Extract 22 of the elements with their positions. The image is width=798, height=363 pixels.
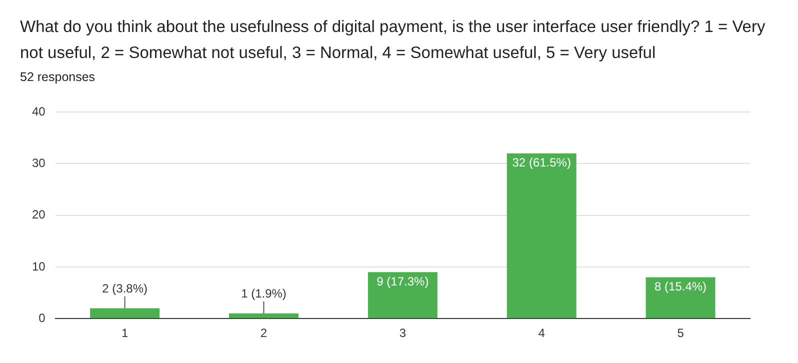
x-tick-label: 1	[121, 326, 128, 340]
x-tick-label: 3	[399, 326, 406, 340]
data-label: 32 (61.5%)	[512, 156, 571, 170]
x-tick-label: 5	[677, 326, 684, 340]
y-tick-label: 0	[38, 310, 46, 325]
bar	[368, 272, 438, 318]
bar	[646, 277, 716, 318]
y-tick-label: 40	[32, 104, 46, 118]
bar	[90, 308, 160, 318]
y-tick-label: 10	[32, 259, 46, 274]
data-label: 8 (15.4%)	[654, 280, 707, 294]
bar	[229, 313, 298, 318]
bar	[506, 153, 576, 318]
y-tick-label: 20	[32, 208, 46, 222]
x-tick-label: 2	[260, 326, 268, 340]
y-tick-label: 30	[32, 156, 46, 170]
data-label: 2 (3.8%)	[102, 282, 148, 296]
chart-subtitle: 52 responses	[20, 70, 96, 84]
x-tick-label: 4	[538, 326, 546, 340]
data-label: 9 (17.3%)	[376, 274, 429, 288]
chart-title: What do you think about the usefulness of digital payment, is the user interface user friendly? 1 = Very not useful, 2 = Somewhat not useful, 3 = Normal, 4 = Somewhat useful, 5 = Very useful	[20, 17, 766, 64]
data-label: 1 (1.9%)	[241, 286, 286, 301]
